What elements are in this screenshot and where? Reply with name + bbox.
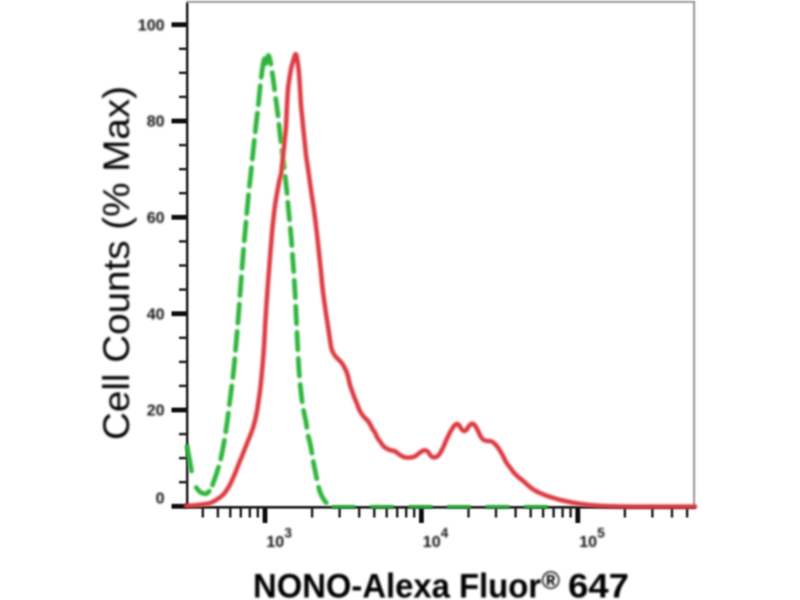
svg-text:5: 5 — [597, 526, 605, 541]
svg-text:80: 80 — [147, 114, 165, 131]
svg-text:647: 647 — [568, 568, 629, 600]
svg-text:100: 100 — [138, 17, 165, 34]
svg-text:40: 40 — [147, 306, 165, 323]
svg-text:NONO-Alexa Fluor: NONO-Alexa Fluor — [253, 568, 541, 600]
svg-text:0: 0 — [156, 491, 165, 508]
svg-text:60: 60 — [147, 210, 165, 227]
svg-text:10: 10 — [579, 534, 597, 551]
svg-text:10: 10 — [266, 534, 284, 551]
svg-text:®: ® — [542, 567, 561, 595]
svg-text:Cell Counts (% Max): Cell Counts (% Max) — [95, 86, 137, 440]
svg-text:3: 3 — [284, 526, 292, 541]
svg-text:4: 4 — [441, 526, 449, 541]
svg-text:10: 10 — [423, 534, 441, 551]
svg-text:20: 20 — [147, 403, 165, 420]
